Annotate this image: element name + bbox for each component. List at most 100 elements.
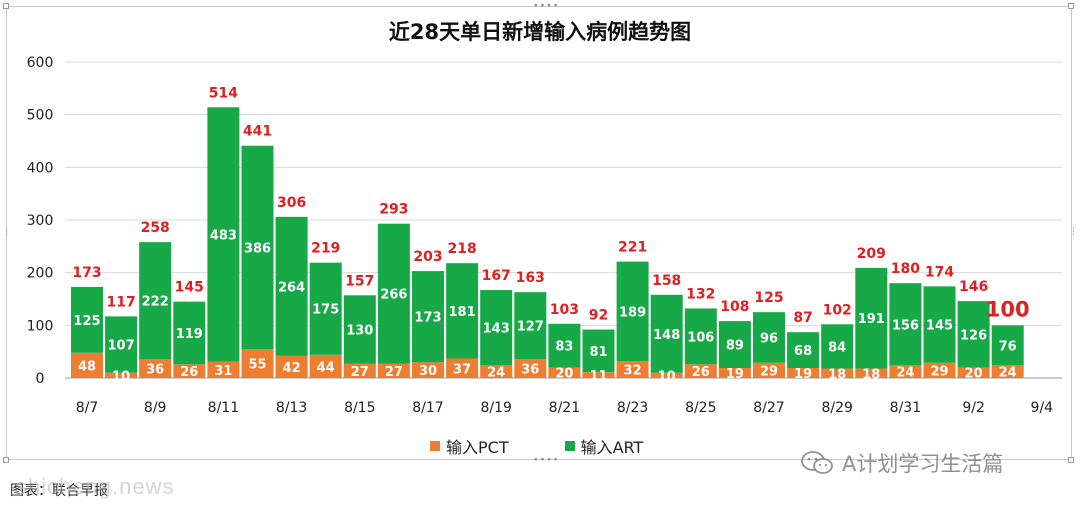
data-label-art: 173 bbox=[414, 311, 441, 326]
bar-segment-art bbox=[548, 323, 581, 368]
bar-segment-pct bbox=[446, 358, 479, 378]
bar-segment-art bbox=[616, 261, 649, 362]
data-label-pct: 10 bbox=[658, 369, 676, 384]
data-label-pct: 24 bbox=[999, 366, 1017, 381]
x-tick-label: 8/19 bbox=[480, 400, 511, 416]
data-label-pct: 29 bbox=[760, 364, 778, 379]
bar-segment-art bbox=[514, 292, 547, 360]
data-label-art: 84 bbox=[828, 340, 846, 355]
x-tick-label: 8/13 bbox=[276, 400, 307, 416]
bar-segment-pct bbox=[71, 352, 103, 378]
bar-segment-pct bbox=[582, 372, 615, 378]
data-label-pct: 20 bbox=[965, 367, 983, 382]
data-label-art: 143 bbox=[483, 322, 510, 337]
bar-segment-pct bbox=[923, 362, 956, 378]
data-label-total: 117 bbox=[106, 294, 135, 310]
legend-label-art: 输入ART bbox=[580, 438, 644, 457]
resize-handle-bottom-right[interactable] bbox=[1068, 457, 1074, 463]
wechat-icon bbox=[801, 451, 833, 474]
data-label-art: 119 bbox=[176, 327, 203, 342]
resize-handle-right[interactable]: ⋮ bbox=[1069, 227, 1079, 237]
bar-segment-art bbox=[139, 242, 172, 360]
data-label-total: 203 bbox=[413, 249, 442, 265]
bar-segment-art bbox=[207, 107, 240, 362]
data-label-art: 156 bbox=[892, 318, 919, 333]
data-label-total: 221 bbox=[618, 240, 647, 256]
bar-segment-art bbox=[241, 145, 274, 350]
bar-segment-art bbox=[787, 332, 820, 368]
bar-segment-pct bbox=[616, 361, 649, 378]
data-label-art: 107 bbox=[108, 339, 135, 354]
data-label-total: 145 bbox=[175, 280, 204, 296]
legend-swatch-art bbox=[564, 441, 575, 451]
bar-segment-art bbox=[923, 286, 956, 363]
bar-segment-art bbox=[650, 294, 683, 373]
data-label-total: 108 bbox=[720, 299, 749, 315]
bar-segment-pct bbox=[412, 362, 444, 378]
legend-swatch-pct bbox=[430, 441, 440, 451]
bar-segment-pct bbox=[753, 362, 785, 378]
data-label-total: 146 bbox=[959, 279, 988, 295]
bar-segment-pct bbox=[105, 372, 138, 378]
resize-handle-top-left[interactable] bbox=[3, 3, 9, 9]
data-label-total: 92 bbox=[589, 308, 608, 324]
data-label-art: 189 bbox=[619, 305, 646, 320]
y-tick-label: 400 bbox=[27, 160, 54, 176]
bar-segment-pct bbox=[309, 354, 342, 378]
resize-handle-left[interactable]: ⋮ bbox=[2, 227, 12, 237]
data-label-total: 125 bbox=[754, 290, 783, 306]
bar-segment-pct bbox=[821, 368, 854, 378]
data-label-art: 130 bbox=[346, 324, 373, 339]
data-label-pct: 29 bbox=[930, 364, 948, 379]
data-label-pct: 19 bbox=[726, 367, 744, 382]
bar-segment-art bbox=[821, 324, 854, 369]
data-label-art: 483 bbox=[210, 228, 237, 243]
data-label-total: 293 bbox=[379, 202, 408, 218]
y-tick-label: 600 bbox=[27, 55, 54, 71]
data-label-pct: 48 bbox=[78, 359, 96, 374]
data-label-art: 125 bbox=[73, 314, 100, 329]
resize-handle-top[interactable]: ∙∙∙∙ bbox=[533, 1, 560, 11]
data-label-pct: 26 bbox=[180, 365, 198, 380]
bar-segment-art bbox=[377, 223, 410, 364]
x-tick-label: 8/11 bbox=[208, 400, 239, 416]
data-label-total: 258 bbox=[141, 220, 170, 236]
x-tick-label: 8/31 bbox=[890, 400, 921, 416]
bar-segment-art bbox=[684, 308, 717, 365]
data-label-total: 132 bbox=[686, 286, 715, 302]
bar-segment-art bbox=[889, 283, 922, 366]
bar-segment-pct bbox=[514, 359, 547, 378]
bar-segment-art bbox=[480, 290, 513, 366]
bar-segment-pct bbox=[207, 361, 240, 378]
data-label-art: 106 bbox=[687, 330, 714, 345]
bar-segment-art bbox=[309, 262, 342, 355]
data-label-art: 175 bbox=[312, 303, 339, 318]
resize-handle-bottom-left[interactable] bbox=[3, 457, 9, 463]
bar-segment-art bbox=[957, 301, 990, 368]
bar-segment-pct bbox=[787, 367, 820, 378]
bar-segment-art bbox=[71, 286, 103, 353]
y-tick-label: 500 bbox=[27, 108, 54, 124]
data-label-pct: 26 bbox=[692, 365, 710, 380]
bar-segment-pct bbox=[241, 349, 274, 378]
x-tick-label: 8/17 bbox=[412, 400, 443, 416]
data-label-art: 96 bbox=[760, 331, 778, 346]
data-label-pct: 27 bbox=[385, 365, 403, 380]
data-label-total: 103 bbox=[550, 302, 579, 318]
resize-handle-top-right[interactable] bbox=[1068, 3, 1074, 9]
y-tick-label: 100 bbox=[27, 318, 54, 334]
data-label-pct: 10 bbox=[112, 369, 130, 384]
data-label-total: 180 bbox=[891, 261, 920, 277]
bar-segment-pct bbox=[991, 365, 1024, 378]
data-label-pct: 24 bbox=[896, 366, 914, 381]
bar-segment-pct bbox=[139, 359, 172, 378]
x-tick-label: 9/4 bbox=[1031, 400, 1054, 416]
resize-handle-bottom[interactable]: ∙∙∙∙ bbox=[533, 455, 560, 465]
bar-segment-pct bbox=[889, 365, 922, 378]
data-label-art: 386 bbox=[244, 241, 271, 256]
x-tick-label: 9/2 bbox=[962, 400, 985, 416]
data-label-total: 514 bbox=[209, 85, 238, 101]
bar-segment-pct bbox=[855, 368, 888, 378]
bar-segment-art bbox=[582, 329, 615, 373]
data-label-art: 222 bbox=[142, 295, 169, 310]
